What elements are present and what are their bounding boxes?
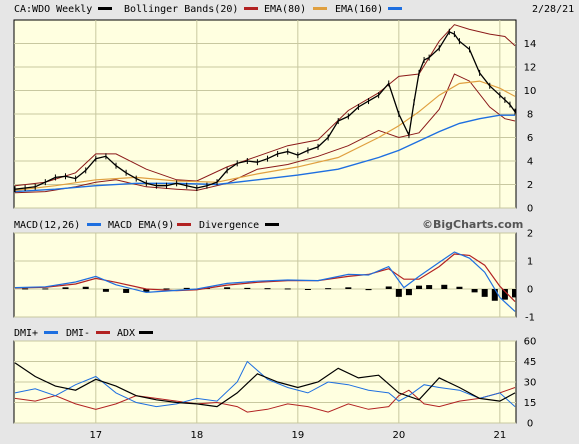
legend-adx: ADX	[117, 328, 135, 339]
legend-bollinger: Bollinger Bands(20)	[124, 4, 238, 15]
x-tick-label: 19	[291, 430, 304, 441]
dmi-y-tick-label: 45	[524, 357, 537, 368]
legend-swatch-adx	[139, 331, 153, 334]
macd-line	[14, 251, 516, 312]
chart-title: CA:WDO Weekly	[14, 4, 92, 15]
legend-dmi-minus: DMI-	[66, 328, 90, 339]
ema80-line	[14, 80, 516, 191]
dmi-minus-line	[14, 387, 516, 413]
adx-line	[14, 362, 516, 408]
divergence-bar	[416, 285, 423, 289]
legend-swatch-ema80-line	[313, 7, 327, 10]
divergence-bar	[471, 289, 478, 293]
divergence-bar	[82, 286, 89, 289]
series-layer	[14, 24, 516, 413]
legend-ema80: EMA(80)	[264, 4, 306, 15]
divergence-bar	[426, 285, 433, 289]
dmi-y-tick-label: 60	[524, 337, 537, 348]
divergence-bar	[481, 289, 488, 297]
legend-macd-ema: MACD EMA(9)	[108, 220, 174, 231]
divergence-bar	[102, 289, 109, 292]
dmi-y-tick-label: 30	[524, 378, 537, 389]
price-y-tick-label: 6	[527, 133, 533, 144]
x-tick-label: 21	[493, 430, 506, 441]
legend-ema160: EMA(160)	[335, 4, 383, 15]
divergence-bar	[62, 287, 69, 289]
legend-swatch-macd-ema	[177, 223, 191, 226]
legend-swatch-ema80	[244, 7, 258, 10]
macd-y-tick-label: 2	[527, 229, 533, 240]
divergence-bar	[143, 289, 150, 292]
divergence-bar	[244, 287, 251, 289]
divergence-bar	[123, 289, 130, 293]
divergence-bar	[501, 289, 508, 300]
legend-divergence: Divergence	[199, 220, 259, 231]
price-y-tick-label: 8	[527, 110, 533, 121]
divergence-bar	[284, 288, 291, 290]
price-y-tick-label: 2	[527, 180, 533, 191]
divergence-bar	[365, 289, 372, 291]
price-y-tick-label: 14	[524, 39, 537, 50]
dmi-y-tick-label: 15	[524, 398, 537, 409]
legend-macd: MACD(12,26)	[14, 220, 80, 231]
legend-swatch-dmi-minus	[96, 331, 110, 334]
macd-y-tick-label: 1	[527, 257, 533, 268]
price-y-tick-label: 10	[524, 86, 537, 97]
divergence-bar	[42, 288, 49, 290]
watermark: ©BigCharts.com	[422, 218, 523, 231]
divergence-bar	[22, 288, 29, 290]
macd-y-tick-label: 0	[527, 285, 533, 296]
legend-swatch-divergence	[265, 223, 279, 226]
divergence-bar	[224, 287, 231, 289]
x-tick-label: 20	[392, 430, 405, 441]
divergence-bar	[385, 286, 392, 289]
legend-swatch-macd	[87, 223, 101, 226]
legend-swatch-bollinger	[98, 7, 112, 10]
divergence-bar	[264, 288, 271, 290]
x-tick-label: 18	[190, 430, 203, 441]
grid-lines	[14, 20, 516, 424]
divergence-bar	[491, 289, 498, 301]
legend-swatch-ema160-line	[388, 7, 402, 10]
divergence-bar	[511, 289, 516, 298]
divergence-bar	[325, 288, 332, 290]
chart-date: 2/28/21	[532, 4, 574, 15]
ema160-line	[14, 114, 515, 193]
divergence-bar	[345, 287, 352, 289]
macd-y-tick-label: -1	[525, 313, 535, 324]
x-tick-label: 17	[89, 430, 102, 441]
macd-panel	[13, 232, 517, 318]
price-y-tick-label: 12	[524, 63, 537, 74]
dmi-y-tick-label: 0	[527, 419, 533, 430]
legend-swatch-dmi-plus	[44, 331, 58, 334]
divergence-bar	[395, 289, 402, 297]
divergence-bar	[304, 289, 311, 290]
divergence-bar	[183, 287, 190, 289]
price-y-tick-label: 4	[527, 157, 533, 168]
divergence-bar	[441, 284, 448, 289]
bollinger-lower-line	[14, 73, 516, 194]
divergence-bar	[405, 289, 412, 296]
divergence-bar	[163, 288, 170, 290]
price-y-tick-label: 0	[527, 204, 533, 215]
divergence-bar	[456, 286, 463, 289]
legend-dmi-plus: DMI+	[14, 328, 38, 339]
